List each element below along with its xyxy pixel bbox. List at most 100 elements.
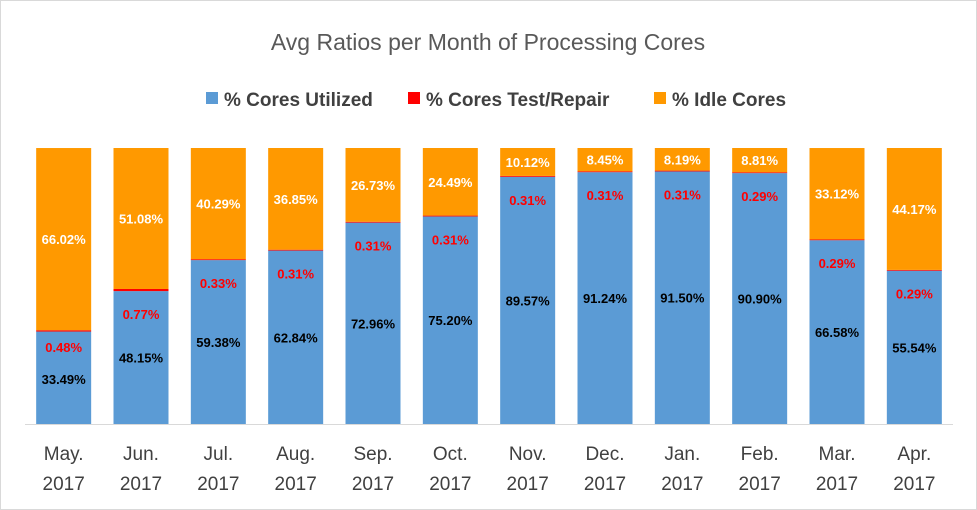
data-label-series-0: 72.96%: [351, 316, 396, 331]
bar-stack: 55.54% 0.29% 44.17%: [886, 148, 942, 424]
bar-segment-series-1: [809, 239, 865, 241]
data-label-series-1: 0.29%: [741, 189, 778, 204]
data-label-series-2: 66.02%: [42, 232, 87, 247]
data-label-series-0: 89.57%: [506, 293, 551, 308]
data-label-series-2: 51.08%: [119, 211, 164, 226]
chart-title: Avg Ratios per Month of Processing Cores: [271, 29, 705, 55]
data-label-series-0: 48.15%: [119, 351, 164, 366]
x-tick-label-year: 2017: [120, 474, 162, 495]
bar-segment-series-1: [500, 175, 556, 177]
x-tick-label-year: 2017: [507, 474, 549, 495]
data-label-series-0: 90.90%: [738, 292, 783, 307]
bar-stack: 89.57% 0.31% 10.12%: [500, 148, 556, 424]
bar-segment-series-1: [886, 269, 942, 271]
x-tick-label-month: Nov.: [509, 444, 547, 465]
bar-segment-series-0: [500, 176, 556, 424]
bar-stack: 91.24% 0.31% 8.45%: [577, 148, 633, 424]
bar-segment-series-0: [422, 216, 478, 424]
data-label-series-1: 0.29%: [896, 287, 933, 302]
x-tick-label-month: May.: [44, 444, 84, 465]
bar-segment-series-2: [113, 148, 169, 289]
x-tick-label-month: Jul.: [204, 444, 234, 465]
bar-segment-series-0: [190, 260, 246, 424]
bar-segment-series-2: [190, 148, 246, 260]
x-tick-label-year: 2017: [584, 474, 626, 495]
legend-label-2: % Idle Cores: [672, 90, 786, 111]
bar-segment-series-1: [190, 259, 246, 261]
data-label-series-1: 0.31%: [509, 193, 546, 208]
data-label-series-0: 91.50%: [660, 291, 705, 306]
data-label-series-2: 26.73%: [351, 178, 396, 193]
x-tick-label-year: 2017: [739, 474, 781, 495]
bar-stack: 59.38% 0.33% 40.29%: [190, 148, 246, 424]
legend-label-1: % Cores Test/Repair: [426, 90, 610, 111]
bar-segment-series-2: [36, 148, 92, 331]
bar-segment-series-2: [422, 148, 478, 216]
data-label-series-2: 44.17%: [892, 202, 937, 217]
bar-segment-series-1: [36, 330, 92, 332]
bar-stack: 75.20% 0.31% 24.49%: [422, 148, 478, 424]
bar-segment-series-0: [268, 250, 324, 424]
x-tick-label-month: Sep.: [353, 444, 392, 465]
bar-segment-series-0: [113, 291, 169, 424]
data-label-series-2: 8.45%: [587, 153, 624, 168]
bar-segment-series-2: [268, 148, 324, 250]
bar-segment-series-2: [809, 148, 865, 240]
x-tick-label-month: Jun.: [123, 444, 159, 465]
x-tick-label-year: 2017: [893, 474, 935, 495]
data-label-series-1: 0.48%: [45, 340, 82, 355]
bar-segment-series-0: [654, 171, 710, 424]
bar-segment-series-2: [886, 148, 942, 270]
data-label-series-1: 0.29%: [819, 256, 856, 271]
data-label-series-2: 10.12%: [506, 155, 551, 170]
data-label-series-1: 0.31%: [432, 232, 469, 247]
bar-segment-series-0: [886, 270, 942, 424]
bar-segment-series-1: [577, 171, 633, 173]
bar-segment-series-1: [345, 221, 401, 223]
bar-stack: 33.49% 0.48% 66.02%: [36, 148, 92, 424]
bar-segment-series-2: [732, 148, 788, 173]
data-label-series-0: 91.24%: [583, 291, 628, 306]
data-label-series-1: 0.31%: [587, 188, 624, 203]
bar-segment-series-0: [809, 240, 865, 424]
bar-stack: 66.58% 0.29% 33.12%: [809, 148, 865, 424]
bar-segment-series-2: [500, 148, 556, 176]
data-label-series-0: 66.58%: [815, 325, 860, 340]
bars-group: 33.49% 0.48% 66.02% 48.15% 0.77% 51.08% 59.38%…: [36, 148, 942, 424]
data-label-series-0: 75.20%: [428, 313, 473, 328]
x-tick-label-month: Dec.: [585, 444, 624, 465]
legend-swatch-0: [206, 92, 218, 104]
bar-stack: 90.90% 0.29% 8.81%: [732, 148, 788, 424]
legend-swatch-1: [408, 92, 420, 104]
x-tick-label-month: Feb.: [741, 444, 779, 465]
data-label-series-2: 24.49%: [428, 175, 473, 190]
x-tick-label-year: 2017: [43, 474, 85, 495]
bar-stack: 62.84% 0.31% 36.85%: [268, 148, 324, 424]
bar-segment-series-1: [654, 170, 710, 172]
data-label-series-2: 33.12%: [815, 187, 860, 202]
x-tick-label-year: 2017: [197, 474, 239, 495]
legend-label-0: % Cores Utilized: [224, 90, 373, 111]
x-tick-label-month: Oct.: [433, 444, 468, 465]
bar-segment-series-2: [654, 148, 710, 171]
data-label-series-1: 0.33%: [200, 276, 237, 291]
bar-stack: 91.50% 0.31% 8.19%: [654, 148, 710, 424]
bar-stack: 48.15% 0.77% 51.08%: [113, 148, 169, 424]
x-tick-label-year: 2017: [352, 474, 394, 495]
x-tick-label-year: 2017: [816, 474, 858, 495]
bar-segment-series-0: [732, 173, 788, 424]
x-tick-label-year: 2017: [275, 474, 317, 495]
legend-swatch-2: [654, 92, 666, 104]
data-label-series-0: 59.38%: [196, 335, 241, 350]
bar-segment-series-1: [732, 172, 788, 174]
data-label-series-2: 36.85%: [274, 192, 319, 207]
x-tick-label-month: Mar.: [819, 444, 856, 465]
data-label-series-1: 0.31%: [277, 267, 314, 282]
data-label-series-2: 40.29%: [196, 197, 241, 212]
bar-segment-series-2: [345, 148, 401, 222]
data-label-series-2: 8.19%: [664, 152, 701, 167]
bar-segment-series-1: [113, 288, 169, 292]
data-label-series-1: 0.31%: [664, 187, 701, 202]
data-label-series-0: 33.49%: [42, 372, 87, 387]
